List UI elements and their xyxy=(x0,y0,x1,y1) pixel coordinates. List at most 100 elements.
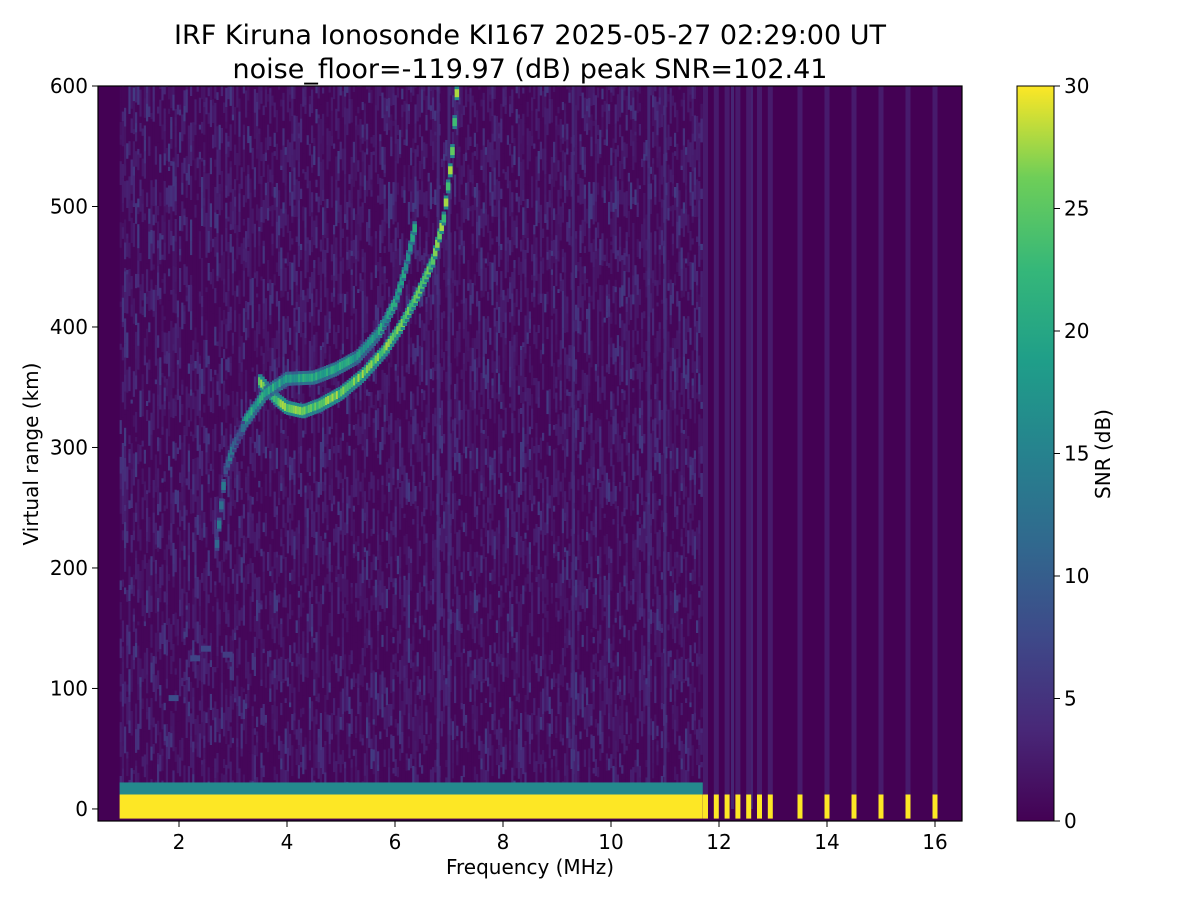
noise-cell xyxy=(328,328,332,333)
noise-cell xyxy=(311,647,314,661)
noise-cell xyxy=(231,568,235,584)
noise-cell xyxy=(161,668,164,685)
noise-cell xyxy=(227,290,230,312)
noise-cell xyxy=(124,271,127,292)
noise-cell xyxy=(282,128,285,146)
noise-cell xyxy=(330,660,334,677)
noise-cell xyxy=(293,712,296,721)
noise-cell xyxy=(267,672,270,688)
noise-cell xyxy=(227,744,230,769)
noise-cell xyxy=(172,523,175,543)
noise-cell xyxy=(190,661,193,682)
noise-cell xyxy=(150,575,153,596)
noise-cell xyxy=(139,676,142,688)
noise-cell xyxy=(311,700,314,722)
noise-cell xyxy=(227,660,230,669)
noise-cell xyxy=(157,583,160,598)
noise-cell xyxy=(148,106,151,117)
noise-cell xyxy=(328,255,332,265)
noise-cell xyxy=(295,270,299,286)
noise-cell xyxy=(249,104,252,113)
noise-cell xyxy=(119,580,123,590)
noise-cell xyxy=(198,129,202,137)
noise-cell xyxy=(174,108,178,118)
noise-cell xyxy=(192,86,195,89)
noise-cell xyxy=(161,684,164,704)
noise-cell xyxy=(152,512,156,533)
noise-cell xyxy=(344,654,347,674)
noise-cell xyxy=(212,428,215,452)
noise-cell xyxy=(139,122,142,132)
noise-cell xyxy=(293,531,296,537)
noise-cell xyxy=(163,559,167,575)
noise-cell xyxy=(220,357,224,384)
noise-cell xyxy=(183,173,186,183)
noise-cell xyxy=(352,410,356,425)
noise-cell xyxy=(179,599,182,617)
noise-cell xyxy=(350,758,354,768)
noise-cell xyxy=(306,758,310,767)
noise-cell xyxy=(143,581,147,606)
noise-cell xyxy=(245,369,248,392)
noise-cell xyxy=(174,460,178,471)
noise-cell xyxy=(352,634,356,656)
noise-cell xyxy=(278,275,281,292)
noise-cell xyxy=(201,445,204,451)
noise-cell xyxy=(278,680,281,694)
noise-cell xyxy=(339,644,343,656)
noise-cell xyxy=(198,514,202,525)
noise-cell xyxy=(269,570,272,577)
noise-cell xyxy=(225,348,228,360)
noise-cell xyxy=(218,623,222,636)
noise-cell xyxy=(240,461,244,469)
noise-cell xyxy=(179,616,182,637)
noise-cell xyxy=(249,753,252,762)
noise-cell xyxy=(236,123,239,133)
noise-cell xyxy=(341,478,345,488)
noise-cell xyxy=(319,179,323,206)
noise-cell xyxy=(269,206,272,212)
noise-cell xyxy=(212,553,215,565)
noise-cell xyxy=(247,198,250,212)
noise-cell xyxy=(284,642,288,659)
noise-cell xyxy=(194,473,197,502)
noise-cell xyxy=(172,186,175,212)
noise-cell xyxy=(315,724,318,745)
noise-cell xyxy=(157,720,160,736)
noise-cell xyxy=(124,681,127,704)
noise-cell xyxy=(170,747,173,772)
noise-cell xyxy=(148,269,151,291)
noise-cell xyxy=(207,463,211,469)
noise-cell xyxy=(280,165,283,170)
noise-cell xyxy=(185,509,189,516)
noise-cell xyxy=(335,515,338,524)
noise-cell xyxy=(132,659,136,670)
noise-cell xyxy=(198,136,202,146)
noise-cell xyxy=(146,531,149,542)
noise-cell xyxy=(218,86,222,102)
noise-cell xyxy=(209,725,213,745)
noise-cell xyxy=(350,767,354,792)
noise-cell xyxy=(295,332,299,352)
noise-cell xyxy=(203,567,206,592)
noise-cell xyxy=(146,742,149,765)
noise-cell xyxy=(227,613,230,628)
noise-cell xyxy=(344,608,347,618)
noise-cell xyxy=(357,630,360,649)
noise-cell xyxy=(179,720,182,740)
noise-cell xyxy=(297,524,301,534)
noise-cell xyxy=(328,218,332,241)
noise-cell xyxy=(242,549,246,564)
noise-cell xyxy=(284,246,288,259)
noise-cell xyxy=(291,216,294,223)
noise-cell xyxy=(242,206,246,219)
noise-cell xyxy=(337,745,340,765)
noise-cell xyxy=(333,687,336,699)
noise-cell xyxy=(137,273,140,288)
noise-cell xyxy=(337,707,340,733)
noise-cell xyxy=(124,144,127,166)
noise-cell xyxy=(291,579,294,585)
noise-cell xyxy=(344,246,347,271)
noise-cell xyxy=(286,232,290,253)
noise-cell xyxy=(126,443,129,451)
